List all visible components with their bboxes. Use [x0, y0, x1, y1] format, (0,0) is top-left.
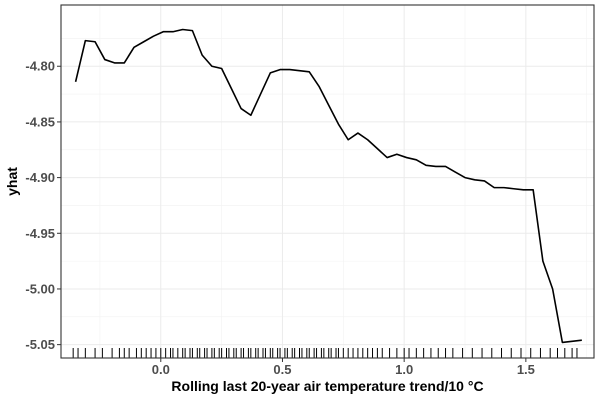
y-axis-title: yhat: [4, 167, 20, 196]
y-tick-label: -4.95: [25, 226, 55, 241]
x-axis-ticks: 0.0 0.5 1.0 1.5: [152, 358, 535, 377]
panel-border: [60, 4, 595, 359]
x-tick-label: 1.5: [517, 362, 535, 377]
x-tick-label: 0.5: [273, 362, 291, 377]
y-tick-label: -5.05: [25, 337, 55, 352]
y-axis-ticks: -4.80 -4.85 -4.90 -4.95 -5.00 -5.05: [25, 59, 61, 352]
y-tick-label: -4.85: [25, 114, 55, 129]
series-line: [74, 28, 582, 344]
panel-background: [61, 5, 594, 358]
rug-marks: [72, 348, 578, 358]
x-axis-title: Rolling last 20-year air temperature tre…: [171, 378, 483, 394]
y-tick-label: -4.90: [25, 170, 55, 185]
y-tick-label: -5.00: [25, 281, 55, 296]
major-grid: [61, 5, 594, 358]
x-tick-label: 1.0: [395, 362, 413, 377]
y-tick-label: -4.80: [25, 59, 55, 74]
x-tick-label: 0.0: [152, 362, 170, 377]
